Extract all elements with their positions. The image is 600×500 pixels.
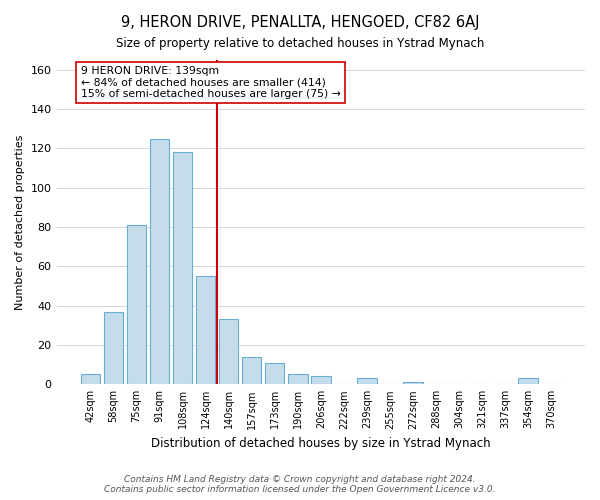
Bar	[104, 312, 123, 384]
Bar	[242, 357, 262, 384]
Text: Size of property relative to detached houses in Ystrad Mynach: Size of property relative to detached ho…	[116, 38, 484, 51]
Text: Contains HM Land Registry data © Crown copyright and database right 2024.
Contai: Contains HM Land Registry data © Crown c…	[104, 475, 496, 494]
Bar	[311, 376, 331, 384]
Bar	[518, 378, 538, 384]
Bar	[80, 374, 100, 384]
Bar	[173, 152, 193, 384]
Bar	[403, 382, 423, 384]
Text: 9, HERON DRIVE, PENALLTA, HENGOED, CF82 6AJ: 9, HERON DRIVE, PENALLTA, HENGOED, CF82 …	[121, 15, 479, 30]
Y-axis label: Number of detached properties: Number of detached properties	[15, 134, 25, 310]
Bar	[265, 362, 284, 384]
Bar	[127, 225, 146, 384]
Bar	[288, 374, 308, 384]
Bar	[196, 276, 215, 384]
X-axis label: Distribution of detached houses by size in Ystrad Mynach: Distribution of detached houses by size …	[151, 437, 491, 450]
Text: 9 HERON DRIVE: 139sqm
← 84% of detached houses are smaller (414)
15% of semi-det: 9 HERON DRIVE: 139sqm ← 84% of detached …	[80, 66, 341, 99]
Bar	[219, 320, 238, 384]
Bar	[357, 378, 377, 384]
Bar	[149, 138, 169, 384]
